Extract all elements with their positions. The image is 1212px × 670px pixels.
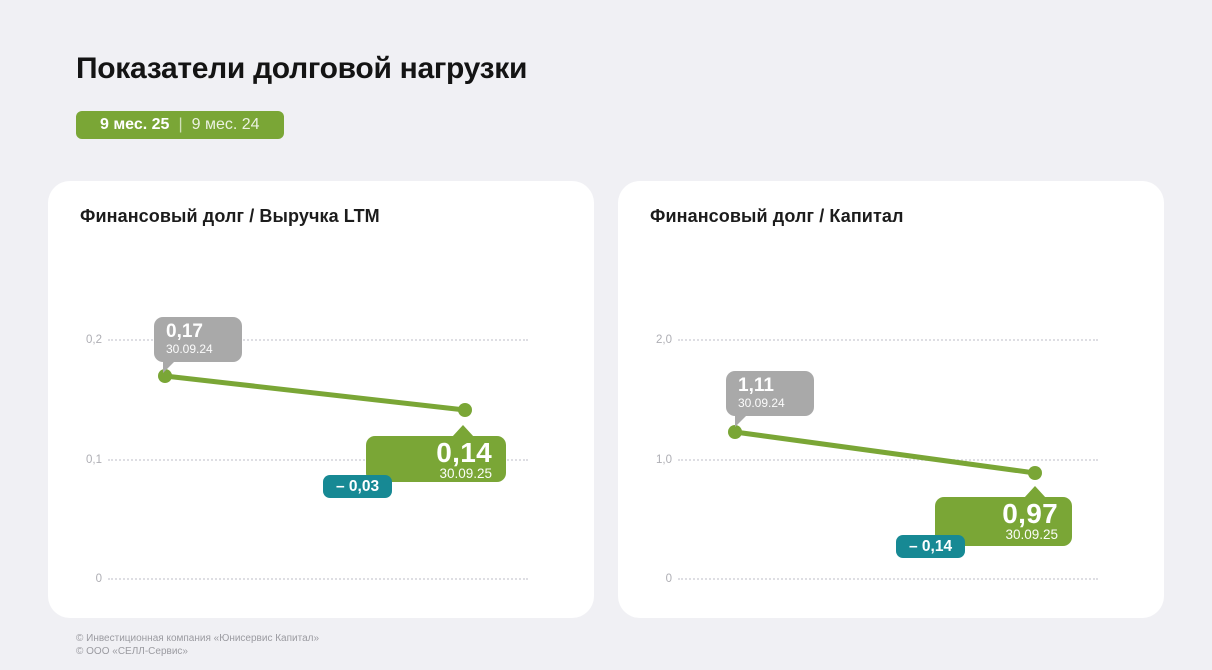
delta-badge: – 0,03 <box>323 475 393 498</box>
callout-arrow-up <box>452 425 474 437</box>
footer-line-2: © ООО «СЕЛЛ-Сервис» <box>76 646 188 657</box>
y-axis-tick-label: 0,1 <box>86 454 102 466</box>
data-point-dot <box>1028 466 1042 480</box>
data-point-dot <box>728 425 742 439</box>
footer-line-1: © Инвестиционная компания «Юнисервис Кап… <box>76 633 320 644</box>
chart-card-debt-to-revenue: Финансовый долг / Выручка LTM 0,2 0,1 0 … <box>48 181 594 618</box>
y-axis-tick-label: 0 <box>95 573 102 585</box>
chart-title: Финансовый долг / Выручка LTM <box>80 206 380 226</box>
gridline <box>108 578 528 580</box>
y-axis-tick-label: 2,0 <box>656 334 672 346</box>
tooltip-tail <box>735 415 747 427</box>
current-value: 0,97 <box>1002 498 1058 529</box>
gridline-row: 0 <box>646 572 1098 586</box>
period-current-label: 9 мес. 25 <box>100 116 170 133</box>
gridline-row: 2,0 <box>646 333 1098 347</box>
current-value-callout: 0,14 30.09.25 <box>366 425 506 482</box>
period-badge: 9 мес. 25 | 9 мес. 24 <box>76 111 284 139</box>
previous-value: 1,11 <box>738 375 774 396</box>
previous-date: 30.09.24 <box>738 396 785 410</box>
trend-line <box>158 369 472 417</box>
previous-value-tooltip: 0,17 30.09.24 <box>154 317 242 373</box>
previous-date: 30.09.24 <box>166 342 213 356</box>
gridline <box>108 459 528 461</box>
gridline <box>678 339 1098 341</box>
gridline <box>678 459 1098 461</box>
gridline-row: 0,2 <box>76 333 528 347</box>
previous-value: 0,17 <box>166 321 203 342</box>
y-axis-tick-label: 0 <box>665 573 672 585</box>
gridline <box>108 339 528 341</box>
footer: © Инвестиционная компания «Юнисервис Кап… <box>76 632 319 658</box>
callout-arrow-up <box>1024 486 1046 498</box>
current-date: 30.09.25 <box>1005 527 1058 542</box>
chart-title: Финансовый долг / Капитал <box>650 206 904 226</box>
page-title: Показатели долговой нагрузки <box>76 52 528 85</box>
delta-badge: – 0,14 <box>896 535 966 558</box>
data-point-dot <box>458 403 472 417</box>
tooltip-tail <box>163 361 175 373</box>
y-axis-tick-label: 0,2 <box>86 334 102 346</box>
period-previous-label: 9 мес. 24 <box>191 116 260 133</box>
y-axis-tick-label: 1,0 <box>656 454 672 466</box>
period-separator: | <box>178 116 183 133</box>
gridline <box>678 578 1098 580</box>
current-value: 0,14 <box>436 437 492 468</box>
gridline-row: 0 <box>76 572 528 586</box>
chart-card-debt-to-capital: Финансовый долг / Капитал 2,0 1,0 0 1,11… <box>618 181 1164 618</box>
previous-value-tooltip: 1,11 30.09.24 <box>726 371 814 427</box>
gridline-row: 1,0 <box>646 453 1098 467</box>
current-date: 30.09.25 <box>439 466 492 481</box>
gridline-row: 0,1 <box>76 453 528 467</box>
trend-line <box>728 425 1042 480</box>
